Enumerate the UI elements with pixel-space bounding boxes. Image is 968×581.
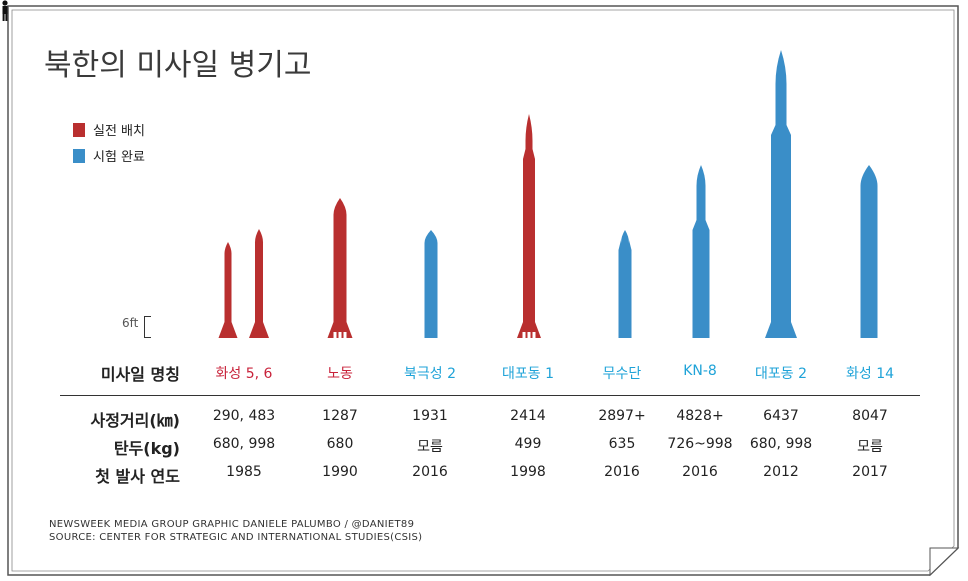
range-value: 4828+ (676, 408, 724, 424)
range-value: 2414 (510, 408, 546, 424)
missile-name-label: KN-8 (683, 363, 717, 379)
first-launch-value: 1985 (226, 464, 262, 480)
warhead-value: 499 (514, 436, 542, 452)
missile-name-label: 무수단 (602, 366, 642, 382)
footer-source: SOURCE: CENTER FOR STRATEGIC AND INTERNA… (49, 532, 423, 543)
missile-taepodong-1 (517, 114, 541, 338)
missile-name-label: 북극성 2 (404, 366, 456, 382)
range-value: 6437 (763, 408, 799, 424)
first-launch-value: 2017 (852, 464, 888, 480)
person-icon (2, 0, 8, 21)
scale-bracket (144, 316, 151, 338)
missile-hwasong-5 (218, 242, 238, 338)
missile-name-label: 화성 5, 6 (215, 366, 273, 382)
first-launch-value: 1998 (510, 464, 546, 480)
missile-name-label: 화성 14 (845, 366, 895, 382)
missile-name-label: 대포동 1 (502, 366, 554, 382)
legend-item-tested: 시험 완료 (73, 146, 145, 165)
row-label-range: 사정거리(㎞) (90, 411, 180, 430)
legend-item-deployed: 실전 배치 (73, 120, 145, 139)
footer-credit: NEWSWEEK MEDIA GROUP GRAPHIC DANIELE PAL… (49, 519, 415, 530)
legend-label-tested: 시험 완료 (93, 150, 145, 165)
missile-musudan (618, 230, 632, 338)
range-value: 1931 (412, 408, 448, 424)
warhead-value: 680 (326, 436, 354, 452)
warhead-value: 모름 (417, 439, 443, 455)
warhead-value: 680, 998 (749, 436, 813, 452)
row-label-name: 미사일 명칭 (100, 365, 180, 384)
first-launch-value: 2016 (682, 464, 718, 480)
missile-hwasong-14 (860, 165, 878, 338)
missile-kn-08 (692, 165, 710, 338)
warhead-value: 726~998 (667, 436, 733, 452)
range-value: 2897+ (598, 408, 646, 424)
first-launch-value: 2016 (412, 464, 448, 480)
chart-title: 북한의 미사일 병기고 (44, 48, 312, 83)
row-label-warhead: 탄두(kg) (113, 439, 180, 458)
first-launch-value: 1990 (322, 464, 358, 480)
missile-pukguksong-2 (424, 230, 438, 338)
scale-label: 6ft (122, 316, 139, 330)
range-value: 8047 (852, 408, 888, 424)
legend-swatch-deployed (73, 122, 85, 137)
missile-name-label: 대포동 2 (755, 366, 807, 382)
first-launch-value: 2016 (604, 464, 640, 480)
legend-swatch-tested (73, 148, 85, 163)
table-divider (60, 395, 920, 396)
first-launch-value: 2012 (763, 464, 799, 480)
missile-nodong (327, 198, 353, 338)
warhead-value: 모름 (857, 439, 883, 455)
warhead-value: 680, 998 (212, 436, 276, 452)
missile-taepodong-2 (765, 50, 797, 338)
missile-hwasong-6 (249, 229, 269, 338)
missile-name-label: 노동 (327, 366, 353, 382)
legend-label-deployed: 실전 배치 (93, 124, 145, 139)
range-value: 1287 (322, 408, 358, 424)
warhead-value: 635 (608, 436, 636, 452)
range-value: 290, 483 (212, 408, 276, 424)
row-label-first-launch: 첫 발사 연도 (95, 467, 180, 486)
